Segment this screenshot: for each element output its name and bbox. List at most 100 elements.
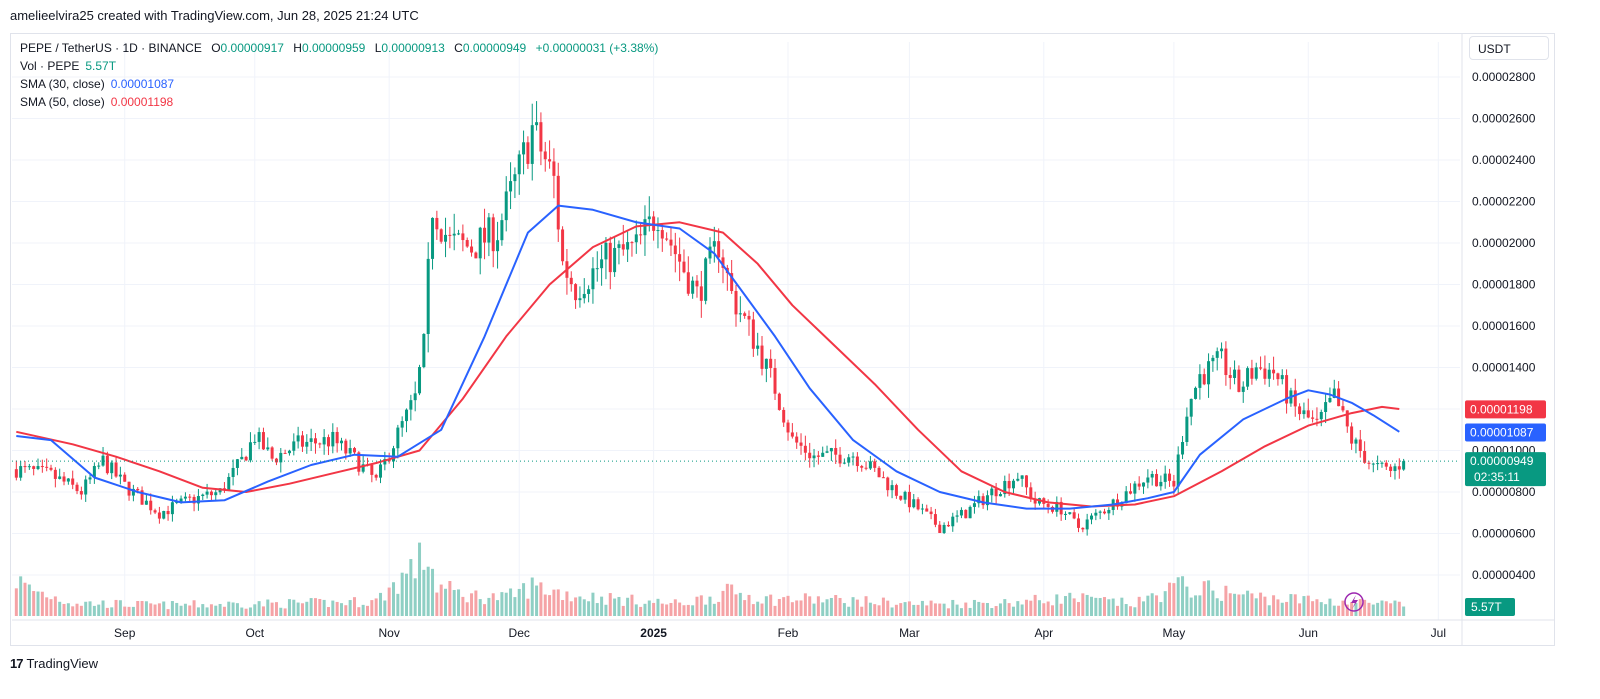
candle-body[interactable] — [114, 462, 118, 477]
candle-body[interactable] — [613, 247, 617, 273]
candle-body[interactable] — [322, 437, 326, 445]
candle-body[interactable] — [1267, 369, 1271, 379]
candle-body[interactable] — [1133, 483, 1137, 494]
candle-body[interactable] — [227, 476, 231, 491]
candle-body[interactable] — [1202, 374, 1206, 385]
candle-body[interactable] — [1311, 417, 1315, 419]
candle-body[interactable] — [300, 435, 304, 447]
candle-body[interactable] — [357, 452, 361, 472]
candle-body[interactable] — [166, 510, 170, 515]
candle-body[interactable] — [131, 488, 135, 496]
candle-body[interactable] — [1254, 367, 1258, 379]
candle-body[interactable] — [1371, 463, 1375, 465]
candle-body[interactable] — [1350, 426, 1354, 444]
candle-body[interactable] — [157, 512, 161, 519]
candle-body[interactable] — [1137, 483, 1141, 487]
candle-body[interactable] — [27, 466, 31, 468]
candle-body[interactable] — [1220, 348, 1224, 352]
candle-body[interactable] — [894, 485, 898, 496]
candle-body[interactable] — [920, 508, 924, 510]
sma30-line[interactable] — [16, 204, 1400, 510]
candle-body[interactable] — [66, 478, 70, 482]
candle-body[interactable] — [478, 227, 482, 259]
candle-body[interactable] — [574, 284, 578, 301]
candle-body[interactable] — [1228, 375, 1232, 378]
candle-body[interactable] — [392, 448, 396, 462]
candle-body[interactable] — [305, 441, 309, 447]
candle-body[interactable] — [1224, 348, 1228, 376]
candle-body[interactable] — [600, 259, 604, 269]
candle-body[interactable] — [19, 466, 23, 478]
candle-body[interactable] — [912, 499, 916, 508]
candle-body[interactable] — [370, 464, 374, 475]
candle-body[interactable] — [552, 161, 556, 176]
candle-body[interactable] — [244, 456, 248, 461]
candle-body[interactable] — [361, 464, 365, 472]
candle-body[interactable] — [556, 175, 560, 230]
candle-body[interactable] — [929, 511, 933, 515]
candle-body[interactable] — [669, 239, 673, 246]
candle-body[interactable] — [1272, 369, 1276, 374]
candle-body[interactable] — [248, 442, 252, 461]
candle-body[interactable] — [118, 474, 122, 477]
candle-body[interactable] — [652, 216, 656, 231]
candle-body[interactable] — [504, 191, 508, 221]
candle-body[interactable] — [535, 122, 539, 126]
candle-body[interactable] — [205, 491, 209, 495]
candle-body[interactable] — [149, 500, 153, 511]
candle-body[interactable] — [84, 479, 88, 495]
candle-body[interactable] — [374, 474, 378, 478]
candle-body[interactable] — [58, 476, 62, 479]
candle-body[interactable] — [426, 258, 430, 335]
candle-body[interactable] — [413, 393, 417, 401]
candle-body[interactable] — [326, 437, 330, 447]
candle-body[interactable] — [678, 254, 682, 262]
candle-body[interactable] — [483, 227, 487, 243]
candle-body[interactable] — [951, 516, 955, 527]
volume-row[interactable]: Vol · PEPE 5.57T — [20, 57, 658, 75]
candle-body[interactable] — [1194, 387, 1198, 399]
candle-body[interactable] — [660, 230, 664, 239]
candle-body[interactable] — [62, 476, 66, 482]
candle-body[interactable] — [682, 261, 686, 273]
candle-body[interactable] — [647, 216, 651, 220]
candle-body[interactable] — [985, 495, 989, 506]
candle-body[interactable] — [803, 445, 807, 453]
candle-body[interactable] — [266, 447, 270, 450]
candle-body[interactable] — [933, 514, 937, 525]
candle-body[interactable] — [990, 488, 994, 496]
candle-body[interactable] — [1033, 499, 1037, 504]
candle-body[interactable] — [1302, 410, 1306, 415]
candle-body[interactable] — [192, 496, 196, 504]
candle-body[interactable] — [630, 242, 634, 244]
candle-body[interactable] — [32, 466, 36, 469]
candle-body[interactable] — [530, 125, 534, 164]
candle-body[interactable] — [40, 466, 44, 468]
candle-body[interactable] — [764, 358, 768, 369]
candle-body[interactable] — [1341, 406, 1345, 411]
candle-body[interactable] — [1024, 475, 1028, 488]
candle-body[interactable] — [1250, 368, 1254, 379]
candle-body[interactable] — [274, 458, 278, 463]
candle-body[interactable] — [214, 492, 218, 496]
candle-body[interactable] — [842, 462, 846, 464]
candle-body[interactable] — [344, 440, 348, 454]
candle-body[interactable] — [444, 234, 448, 242]
candle-body[interactable] — [899, 495, 903, 500]
candle-body[interactable] — [188, 496, 192, 498]
candle-body[interactable] — [409, 400, 413, 410]
candle-body[interactable] — [1354, 439, 1358, 444]
candle-body[interactable] — [1402, 461, 1406, 470]
candle-body[interactable] — [604, 242, 608, 260]
candle-body[interactable] — [439, 229, 443, 242]
candle-body[interactable] — [470, 246, 474, 253]
candle-body[interactable] — [318, 443, 322, 445]
candle-body[interactable] — [561, 229, 565, 262]
candle-body[interactable] — [738, 313, 742, 315]
candle-body[interactable] — [981, 496, 985, 506]
candle-body[interactable] — [383, 458, 387, 465]
candle-body[interactable] — [1319, 411, 1323, 420]
candle-body[interactable] — [699, 286, 703, 301]
candle-body[interactable] — [925, 508, 929, 512]
candle-body[interactable] — [270, 447, 274, 459]
